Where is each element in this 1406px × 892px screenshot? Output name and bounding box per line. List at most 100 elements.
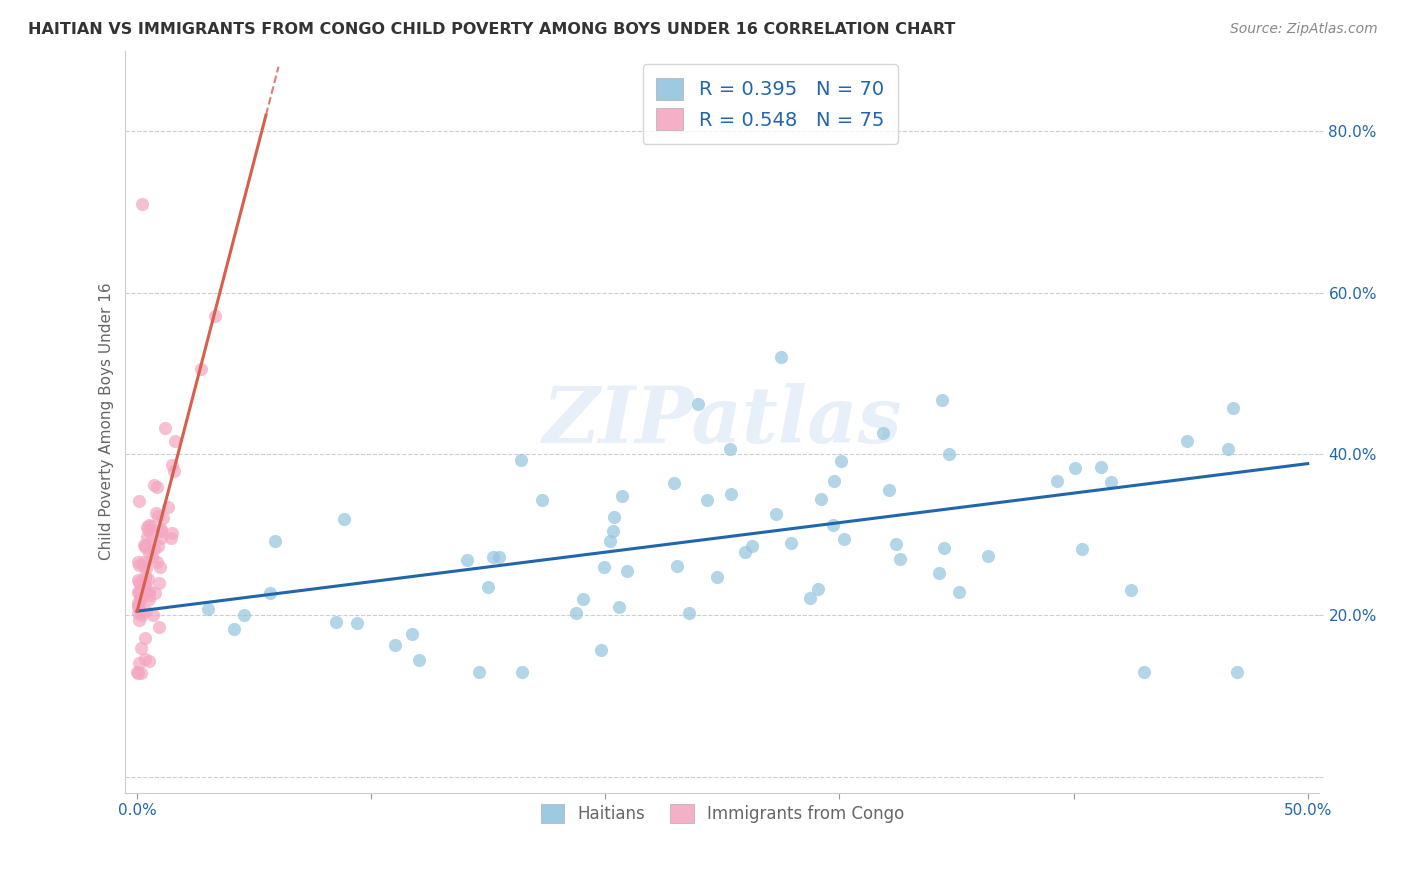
Point — [456, 553, 478, 567]
Text: ZIPatlas: ZIPatlas — [543, 384, 903, 460]
Point — [131, 608, 153, 623]
Text: Source: ZipAtlas.com: Source: ZipAtlas.com — [1230, 22, 1378, 37]
Legend: Haitians, Immigrants from Congo: Haitians, Immigrants from Congo — [527, 790, 918, 837]
Point — [127, 606, 149, 620]
Point — [134, 572, 156, 586]
Point — [1121, 582, 1143, 597]
Point — [664, 475, 686, 490]
Point — [1222, 401, 1244, 415]
Point — [591, 643, 613, 657]
Point — [132, 538, 155, 552]
Point — [884, 537, 907, 551]
Point — [948, 584, 970, 599]
Point — [129, 577, 152, 591]
Point — [135, 561, 157, 575]
Point — [1226, 665, 1249, 679]
Point — [162, 458, 184, 472]
Point — [488, 549, 510, 564]
Point — [127, 666, 149, 681]
Point — [128, 558, 150, 572]
Point — [141, 519, 163, 533]
Point — [408, 653, 430, 667]
Point — [160, 531, 183, 545]
Point — [834, 532, 856, 546]
Point — [134, 569, 156, 583]
Point — [127, 599, 149, 614]
Point — [138, 523, 160, 537]
Point — [129, 666, 152, 681]
Point — [128, 585, 150, 599]
Point — [204, 310, 226, 324]
Point — [160, 525, 183, 540]
Point — [510, 665, 533, 679]
Point — [138, 591, 160, 606]
Point — [401, 627, 423, 641]
Point — [146, 539, 169, 553]
Point — [163, 464, 186, 478]
Point — [138, 587, 160, 601]
Point — [264, 533, 287, 548]
Point — [134, 578, 156, 592]
Point — [143, 586, 166, 600]
Point — [232, 608, 254, 623]
Point — [135, 604, 157, 618]
Point — [129, 590, 152, 604]
Point — [163, 434, 186, 449]
Point — [696, 493, 718, 508]
Point — [346, 616, 368, 631]
Point — [616, 564, 638, 578]
Point — [810, 491, 832, 506]
Point — [686, 397, 709, 411]
Point — [127, 665, 149, 679]
Point — [333, 512, 356, 526]
Point — [259, 585, 281, 599]
Point — [799, 591, 821, 606]
Point — [132, 558, 155, 572]
Point — [592, 559, 614, 574]
Point — [128, 574, 150, 589]
Point — [931, 393, 953, 408]
Point — [141, 529, 163, 543]
Point — [127, 585, 149, 599]
Point — [141, 550, 163, 565]
Point — [1099, 475, 1122, 489]
Point — [821, 517, 844, 532]
Point — [134, 540, 156, 554]
Point — [135, 538, 157, 552]
Point — [136, 530, 159, 544]
Point — [136, 572, 159, 586]
Point — [889, 551, 911, 566]
Point — [138, 584, 160, 599]
Point — [932, 541, 955, 555]
Point — [127, 573, 149, 587]
Point — [145, 555, 167, 569]
Point — [149, 560, 172, 574]
Point — [602, 524, 624, 539]
Point — [678, 606, 700, 620]
Point — [976, 549, 998, 564]
Point — [149, 524, 172, 538]
Point — [734, 545, 756, 559]
Point — [128, 494, 150, 508]
Point — [765, 507, 787, 521]
Point — [384, 638, 406, 652]
Point — [150, 531, 173, 545]
Text: HAITIAN VS IMMIGRANTS FROM CONGO CHILD POVERTY AMONG BOYS UNDER 16 CORRELATION C: HAITIAN VS IMMIGRANTS FROM CONGO CHILD P… — [28, 22, 956, 37]
Point — [127, 596, 149, 610]
Point — [145, 480, 167, 494]
Point — [197, 602, 219, 616]
Point — [146, 508, 169, 523]
Point — [720, 487, 742, 501]
Point — [152, 510, 174, 524]
Point — [830, 454, 852, 468]
Point — [807, 582, 830, 596]
Point — [325, 615, 347, 630]
Point — [706, 569, 728, 583]
Point — [510, 453, 533, 467]
Point — [131, 555, 153, 569]
Point — [138, 518, 160, 533]
Point — [1046, 474, 1069, 488]
Point — [129, 603, 152, 617]
Point — [610, 489, 633, 503]
Point — [128, 613, 150, 627]
